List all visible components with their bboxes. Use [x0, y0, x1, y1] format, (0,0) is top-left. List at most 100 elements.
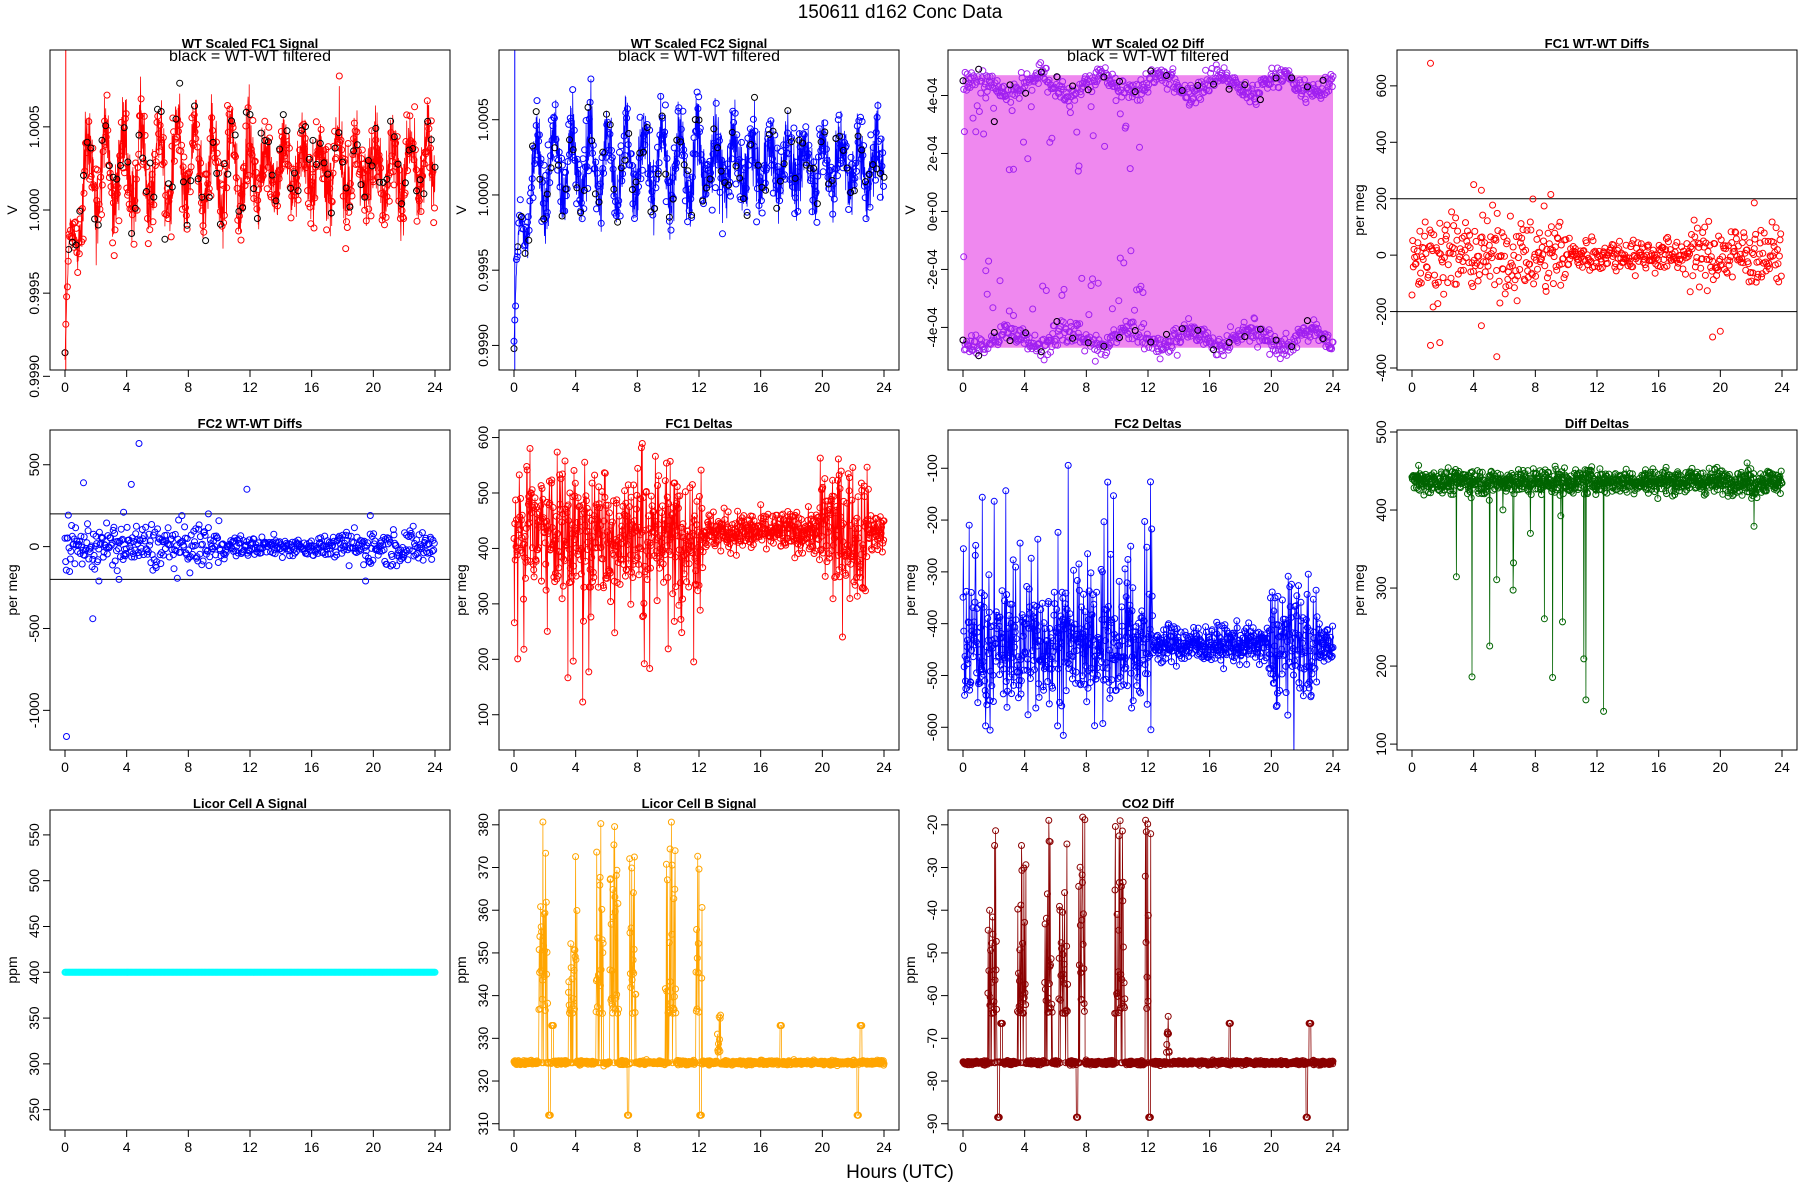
- p7-series-points-point: [1136, 627, 1144, 635]
- p7-series-points-point: [1129, 584, 1137, 592]
- p7-series-points-point: [981, 687, 989, 694]
- p2-series-points-point: [679, 107, 687, 115]
- p4-series-points-point: [1503, 237, 1511, 245]
- p6-series-points-point: [582, 557, 589, 565]
- p2-filtered-points-point: [728, 128, 736, 136]
- p1-series-points-point: [321, 164, 329, 172]
- p1-series-points-point: [313, 150, 321, 158]
- p5-series-points-point: [95, 545, 103, 553]
- p2-series-points-point: [726, 178, 734, 186]
- p7-series-points-point: [1062, 589, 1070, 597]
- p7-series-points-point: [1121, 565, 1129, 573]
- p2-filtered-points-point: [751, 93, 758, 101]
- p2-series-points-point: [623, 105, 631, 113]
- p4-series-points-point: [1477, 322, 1485, 330]
- p4-series-points-point: [1436, 339, 1444, 347]
- p2-series-points-point: [811, 182, 818, 190]
- p3-lower-points-point: [981, 345, 989, 353]
- p1-series-points-point: [251, 158, 258, 166]
- p4-series-points-point: [1540, 202, 1548, 210]
- p1-series-points-point: [274, 202, 281, 210]
- p6-series-points-point: [607, 521, 615, 529]
- p5-series-points-point: [389, 526, 397, 534]
- p6-series-points-point: [594, 583, 602, 591]
- p2-series-points-point: [657, 92, 665, 100]
- p6-series-points-point: [585, 668, 593, 676]
- p1-series-points-point: [109, 239, 117, 247]
- p4-series-points-point: [1427, 59, 1434, 67]
- p3-upper-points-point: [1216, 68, 1224, 76]
- p5-series-points-point: [146, 541, 154, 549]
- p4-series-points-point: [1442, 235, 1450, 243]
- p5-series-points-point: [386, 538, 394, 546]
- p7-series-points-point: [1017, 690, 1025, 698]
- p5-series-points-point: [403, 547, 411, 555]
- p2-series-points-point: [533, 97, 541, 105]
- p4-series-points-point: [1493, 209, 1501, 217]
- p3-upper-points-point: [965, 80, 973, 87]
- p2-filtered-points-point: [747, 141, 755, 148]
- p6-series-points-point: [685, 583, 693, 591]
- p1-series-points-point: [301, 134, 309, 142]
- p6-series-points-point: [577, 570, 585, 578]
- p6-series-points-point: [524, 520, 532, 528]
- p4-series-points-point: [1506, 212, 1514, 220]
- p6-series-points-point: [782, 541, 790, 549]
- p6-series-points-point: [863, 463, 871, 471]
- p6-series-points-point: [548, 476, 556, 484]
- p3-lower-points-point: [1140, 320, 1148, 328]
- p7-series-points-point: [1029, 647, 1036, 655]
- p6-series-points-point: [670, 617, 678, 625]
- p2-series-points-point: [525, 226, 533, 234]
- p6-series-points-point: [839, 520, 847, 527]
- p6-ytick-label-4: 500: [475, 481, 491, 505]
- p3-lower-points-point: [1282, 329, 1290, 337]
- p4-series-points-point: [1579, 263, 1586, 271]
- p3-lower-points-point: [1081, 347, 1089, 355]
- p5-series-points-point: [64, 534, 72, 542]
- p2-series-points-point: [629, 200, 637, 208]
- p2-series-points-point: [727, 192, 734, 200]
- p7-series-points-point: [1045, 598, 1052, 605]
- p7-series-points-point: [970, 618, 978, 626]
- p2-series-points-point: [632, 171, 640, 179]
- p6-series-points-point: [520, 645, 528, 653]
- p1-filtered-points-point: [257, 129, 265, 137]
- p4-series-points-point: [1533, 235, 1541, 243]
- p1-filtered-points-point: [420, 190, 428, 198]
- p6-series-points-point: [815, 517, 823, 525]
- p6-series-points-point: [601, 493, 609, 501]
- p7-series-points-point: [1107, 550, 1115, 558]
- p5-series-points-point: [107, 534, 115, 542]
- p7-series-points-point: [1086, 634, 1094, 642]
- p1-series-points-point: [428, 171, 436, 179]
- p3-upper-points-point: [1192, 99, 1200, 107]
- p3-upper-points-point: [1089, 132, 1097, 140]
- p4-series-points-point: [1673, 238, 1681, 246]
- p6-series-points-point: [673, 483, 681, 491]
- p3-filtered-points-point: [1100, 73, 1108, 81]
- p2-series-points-point: [774, 163, 782, 171]
- p3-filtered-points-point: [1163, 72, 1170, 79]
- p3-upper-points-point: [1042, 64, 1050, 72]
- p1-series-points-point: [239, 164, 247, 172]
- p1-series-points-point: [208, 114, 216, 122]
- p1-series-points-point: [359, 160, 367, 168]
- p4-xtick-label-2: 8: [1531, 379, 1539, 395]
- p2-filtered-points-point: [577, 209, 585, 217]
- p4-series-points-point: [1766, 252, 1774, 260]
- p1-series-points-point: [184, 169, 192, 177]
- p6-series-points-point: [638, 528, 646, 536]
- p2-series-points-point: [853, 167, 860, 175]
- p2-filtered-points-point: [817, 138, 825, 146]
- p4-series-points-point: [1703, 287, 1711, 295]
- p3-lower-points-point: [971, 338, 979, 346]
- p4-series-points-point: [1716, 327, 1724, 335]
- p5-series-points-point: [117, 525, 125, 533]
- p2-series-points-point: [618, 177, 626, 185]
- p2-series-points-point: [829, 210, 837, 218]
- p5-series-points-point: [243, 485, 251, 493]
- p1-filtered-points-point: [157, 108, 165, 115]
- p1-filtered-points-point: [302, 123, 309, 131]
- p2-series-points-point: [627, 150, 635, 158]
